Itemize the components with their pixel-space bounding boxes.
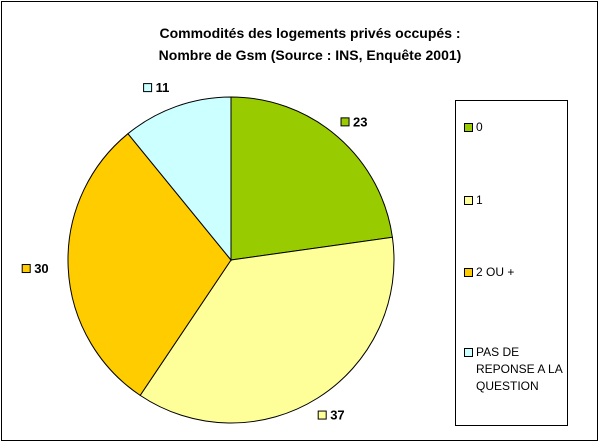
legend: 0 1 2 OU + PAS DE REPONSE A LA QUESTION: [455, 100, 568, 426]
data-label: 23: [353, 114, 367, 129]
legend-label: 1: [476, 193, 483, 207]
legend-entry: 2 OU +: [464, 264, 564, 281]
pie-slice: [67, 132, 232, 397]
label-key: [143, 83, 153, 93]
chart-title: Commodités des logements privés occupés …: [158, 25, 462, 63]
legend-entry: PAS DE REPONSE A LA QUESTION: [464, 344, 564, 395]
legend-key: [464, 348, 473, 357]
legend-key: [464, 268, 473, 277]
data-label: 11: [156, 80, 170, 95]
legend-entry: 1: [464, 192, 564, 209]
pie-slice: [127, 96, 232, 262]
label-key: [340, 117, 350, 127]
data-label: 37: [330, 407, 344, 422]
pie-slice: [230, 96, 393, 261]
legend-label: 2 OU +: [476, 265, 515, 279]
legend-key: [464, 196, 473, 205]
legend-label: PAS DE REPONSE A LA QUESTION: [476, 345, 563, 393]
legend-label: 0: [476, 120, 483, 134]
legend-entry: 0: [464, 119, 564, 136]
label-key: [317, 410, 327, 420]
data-label: 30: [34, 261, 48, 276]
legend-key: [464, 123, 473, 132]
pie-slice: [139, 236, 395, 424]
label-key: [21, 264, 31, 274]
